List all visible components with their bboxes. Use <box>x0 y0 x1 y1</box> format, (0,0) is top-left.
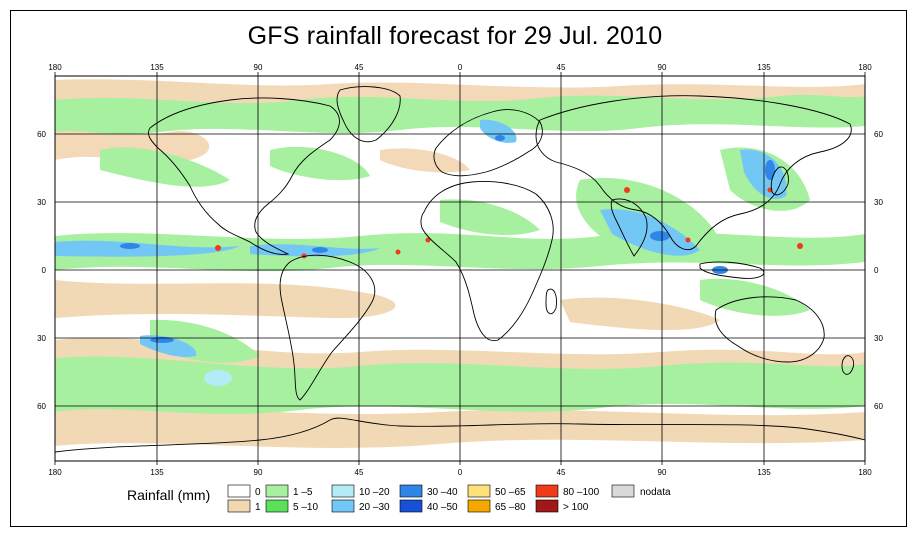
legend-label: 65 –80 <box>495 502 526 513</box>
legend-item-11: > 100 <box>535 499 589 513</box>
lon-label: 0 <box>458 63 463 72</box>
lon-label: 180 <box>858 468 872 477</box>
lon-label: 135 <box>150 63 164 72</box>
lon-label: 90 <box>254 468 263 477</box>
lat-label: 60 <box>37 402 46 411</box>
legend-swatch <box>399 484 423 498</box>
lon-label: 180 <box>48 63 62 72</box>
legend-item-10: 80 –100 <box>535 484 600 498</box>
legend-label: 20 –30 <box>359 502 390 513</box>
legend-swatch <box>467 484 491 498</box>
indonesia-outline <box>699 261 765 279</box>
lon-label: 135 <box>757 63 771 72</box>
legend-item-5: 20 –30 <box>331 499 390 513</box>
legend-label: 80 –100 <box>563 487 600 498</box>
legend-swatch <box>467 499 491 513</box>
lon-label: 180 <box>48 468 62 477</box>
australia-outline <box>714 296 825 363</box>
legend-label: 50 –65 <box>495 487 526 498</box>
legend-swatch <box>227 499 251 513</box>
left-latitude-labels: 60 30 0 30 60 <box>37 130 46 411</box>
lon-label: 45 <box>557 468 566 477</box>
legend-swatch <box>535 484 559 498</box>
legend-title: Rainfall (mm) <box>127 487 211 503</box>
lat-label: 0 <box>874 266 879 275</box>
legend-swatch <box>265 499 289 513</box>
asia-outline <box>535 95 852 250</box>
legend-swatch <box>331 499 355 513</box>
legend-item-3: 5 –10 <box>265 499 318 513</box>
top-longitude-labels: 180 135 90 45 0 45 90 135 180 <box>48 63 872 72</box>
lon-label: 135 <box>757 468 771 477</box>
lat-label: 30 <box>37 334 46 343</box>
legend-label: 0 <box>255 487 261 498</box>
new-zealand-outline <box>841 355 855 375</box>
heavy-south-pacific <box>204 370 232 386</box>
antarctica-outline <box>55 417 865 453</box>
legend-swatch <box>265 484 289 498</box>
coastlines <box>55 86 865 453</box>
lon-label: 90 <box>658 63 667 72</box>
lon-label: 0 <box>458 468 463 477</box>
graticule <box>55 76 865 461</box>
south-america-outline <box>279 254 376 401</box>
lat-label: 0 <box>42 266 47 275</box>
greenland-outline <box>336 86 401 143</box>
heavy-rain-areas <box>120 135 775 343</box>
lon-label: 90 <box>658 468 667 477</box>
lon-label: 45 <box>557 63 566 72</box>
legend-item-12: nodata <box>611 484 671 498</box>
legend-label: > 100 <box>563 502 589 513</box>
legend-label: 1 –5 <box>293 487 313 498</box>
lat-label: 60 <box>874 130 883 139</box>
legend-swatch <box>227 484 251 498</box>
legend: 0 1 1 –5 5 –10 10 –20 20 –30 30 –40 40 <box>227 484 671 513</box>
africa-outline <box>420 181 554 342</box>
legend-swatch <box>331 484 355 498</box>
tick-marks <box>54 72 866 465</box>
legend-label: 5 –10 <box>293 502 318 513</box>
legend-item-2: 1 –5 <box>265 484 313 498</box>
legend-swatch <box>535 499 559 513</box>
extreme-rain-spots <box>215 187 803 259</box>
lat-label: 30 <box>874 198 883 207</box>
bottom-longitude-labels: 180 135 90 45 0 45 90 135 180 <box>48 468 872 477</box>
legend-item-1: 1 <box>227 499 261 513</box>
lat-label: 60 <box>37 130 46 139</box>
lat-label: 60 <box>874 402 883 411</box>
lat-label: 30 <box>37 198 46 207</box>
right-latitude-labels: 60 30 0 30 60 <box>874 130 883 411</box>
legend-label: nodata <box>640 487 671 498</box>
legend-item-4: 10 –20 <box>331 484 390 498</box>
japan-outline <box>770 166 789 196</box>
map-title: GFS rainfall forecast for 29 Jul. 2010 <box>247 22 663 50</box>
lon-label: 45 <box>355 63 364 72</box>
lon-label: 135 <box>150 468 164 477</box>
lat-label: 30 <box>874 334 883 343</box>
legend-item-6: 30 –40 <box>399 484 458 498</box>
legend-swatch <box>399 499 423 513</box>
legend-swatch <box>611 484 635 498</box>
legend-label: 30 –40 <box>427 487 458 498</box>
madagascar-outline <box>545 288 557 315</box>
lon-label: 180 <box>858 63 872 72</box>
legend-label: 40 –50 <box>427 502 458 513</box>
lon-label: 90 <box>254 63 263 72</box>
legend-item-9: 65 –80 <box>467 499 526 513</box>
legend-item-0: 0 <box>227 484 261 498</box>
legend-label: 1 <box>255 502 261 513</box>
lon-label: 45 <box>355 468 364 477</box>
rainfall-field <box>55 79 865 448</box>
legend-label: 10 –20 <box>359 487 390 498</box>
india-outline <box>610 198 648 257</box>
north-america-outline <box>147 97 340 255</box>
europe-outline <box>433 109 543 177</box>
legend-item-8: 50 –65 <box>467 484 526 498</box>
legend-item-7: 40 –50 <box>399 499 458 513</box>
